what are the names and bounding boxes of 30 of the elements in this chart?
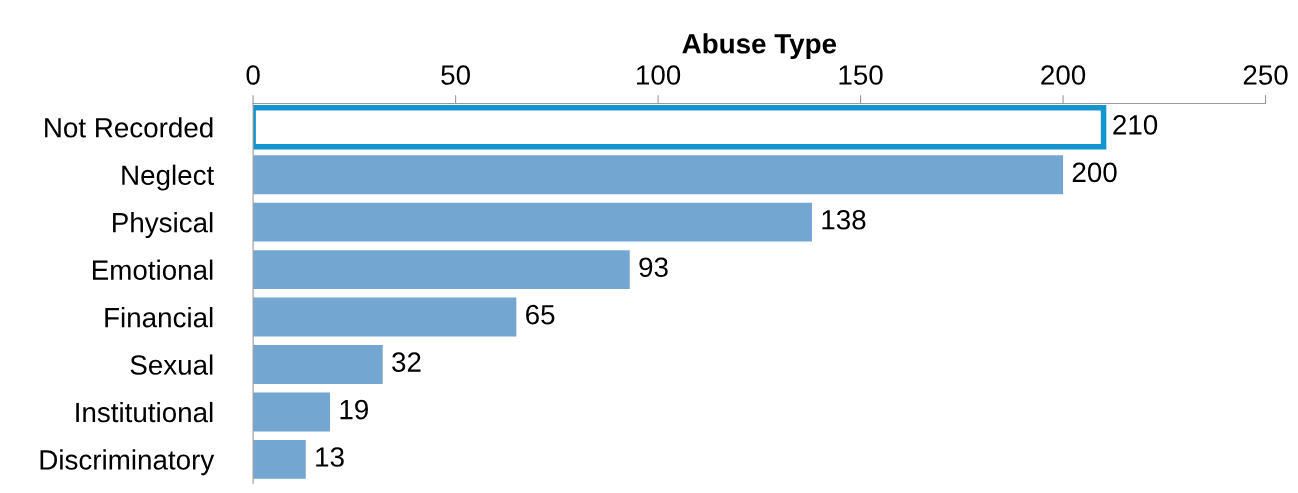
data-label: 93 [639, 257, 668, 278]
y-tick-label: Emotional [92, 259, 213, 280]
bar [253, 392, 331, 432]
x-tick-label: 0 [246, 65, 260, 85]
bar [253, 155, 1064, 195]
bar [253, 250, 630, 290]
data-label: 138 [822, 209, 866, 230]
y-tick-label: Physical [113, 212, 213, 238]
x-tick-label: 100 [637, 65, 681, 85]
data-label: 13 [316, 447, 344, 467]
bar [253, 202, 812, 242]
bar [253, 297, 517, 337]
data-label: 32 [392, 352, 421, 372]
bar [253, 439, 306, 479]
bar [253, 345, 383, 384]
data-label: 19 [340, 399, 368, 420]
data-label: 210 [1113, 115, 1158, 135]
x-tick-label: 200 [1041, 65, 1086, 85]
chart-title: Abuse Type [682, 33, 837, 60]
x-tick-label: 150 [839, 65, 883, 85]
y-tick-label: Discriminatory [40, 449, 215, 476]
x-tick-label: 50 [441, 65, 470, 85]
y-tick-label: Neglect [122, 164, 215, 191]
y-tick-label: Institutional [76, 401, 213, 423]
data-label: 200 [1072, 162, 1117, 183]
y-tick-label: Sexual [130, 354, 213, 375]
data-label: 65 [526, 304, 555, 325]
y-tick-label: Not Recorded [45, 117, 213, 138]
x-tick-label: 250 [1243, 65, 1288, 85]
y-tick-label: Financial [105, 307, 213, 328]
